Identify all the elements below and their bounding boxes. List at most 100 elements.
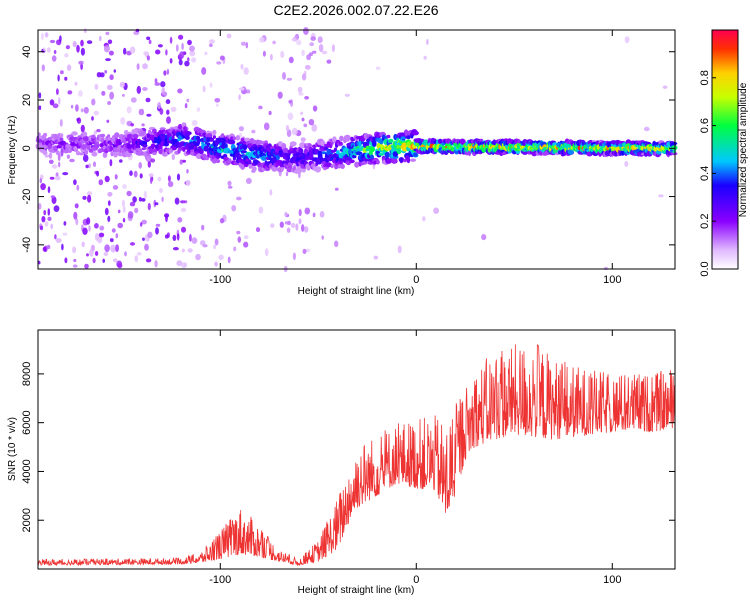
spectrogram-noise-cell <box>114 174 118 180</box>
spectrogram-signal-cell <box>199 148 204 155</box>
spectrogram-noise-cell <box>189 50 196 57</box>
spectrogram-noise-cell <box>81 241 85 248</box>
spectrogram-noise-cell <box>44 221 49 227</box>
spectrogram-noise-cell <box>284 221 291 225</box>
spectrogram-signal-cell <box>90 134 96 139</box>
spectrogram-signal-cell <box>185 131 192 136</box>
spectrogram-noise-cell <box>196 107 201 112</box>
spectrogram-signal-cell <box>352 154 357 159</box>
spectrogram-noise-cell <box>319 211 325 218</box>
spectrogram-noise-cell <box>66 64 72 71</box>
spectrogram-noise-cell <box>184 60 190 67</box>
spectrogram-signal-cell <box>412 130 419 136</box>
spectrogram-signal-cell <box>372 140 377 147</box>
spectrogram-noise-cell <box>141 198 146 202</box>
spectrogram-noise-cell <box>312 105 318 112</box>
spectrogram-noise-cell <box>138 162 142 169</box>
spectrogram-noise-cell <box>331 44 335 53</box>
spectrogram-noise-cell <box>291 37 298 42</box>
spectrogram-signal-cell <box>386 134 391 139</box>
spectrogram-noise-cell <box>268 110 272 116</box>
spectrogram-noise-cell <box>160 81 166 88</box>
spectrogram-noise-cell <box>159 108 164 115</box>
spectrogram-noise-cell <box>74 203 79 209</box>
spectrogram-signal-cell <box>333 147 338 152</box>
spectrogram-noise-cell <box>147 231 153 239</box>
spectrogram-signal-cell <box>378 152 385 156</box>
spectrogram-signal-cell <box>199 129 207 134</box>
spectrogram-noise-cell <box>176 260 183 267</box>
spectrogram-noise-cell <box>122 184 127 190</box>
spectrogram-noise-cell <box>51 164 58 169</box>
snr-xtick-label: -100 <box>209 574 231 586</box>
spectrogram-noise-cell <box>107 39 113 45</box>
spectrogram-noise-cell <box>86 191 93 196</box>
snr-ytick-label: 8000 <box>21 362 33 386</box>
spectrogram-noise-cell <box>127 211 134 219</box>
spectrogram-noise-cell <box>47 208 51 216</box>
spectrogram-noise-cell <box>57 153 61 162</box>
spectrogram-noise-cell <box>311 124 318 132</box>
spectrogram-signal-cell <box>152 152 157 156</box>
spectrogram-noise-cell <box>122 218 126 223</box>
spectrogram-noise-cell <box>80 108 84 113</box>
spectrogram-noise-cell <box>258 206 264 214</box>
spectrogram-noise-cell <box>181 42 184 51</box>
spectrogram-noise-cell <box>297 86 303 93</box>
colorbar: 0.0 0.2 0.4 0.6 0.8 Normalized spectral ampl… <box>699 29 749 277</box>
spectrogram-noise-cell <box>103 45 110 53</box>
snr-xtick-label: 100 <box>603 574 621 586</box>
spectrogram-noise-cell <box>129 242 136 246</box>
spectrogram-noise-cell <box>246 89 251 94</box>
spectrogram-signal-cell <box>82 136 90 142</box>
snr-series-line <box>37 344 676 567</box>
spectrogram-noise-cell <box>185 179 191 187</box>
spectrogram-signal-cell <box>206 133 213 138</box>
spectrogram-noise-cell <box>285 171 289 177</box>
spectrogram-noise-cell <box>167 181 174 188</box>
spectrogram-noise-cell <box>176 173 181 181</box>
spectrogram-noise-cell <box>291 127 298 136</box>
spectrogram-noise-cell <box>243 235 249 240</box>
spectrogram-signal-cell <box>59 137 64 141</box>
spectrogram-signal-cell <box>248 159 252 165</box>
spectrogram-noise-cell <box>47 216 52 221</box>
spectrogram-noise-cell <box>126 190 132 197</box>
colorbar-gradient <box>711 29 739 270</box>
spectrogram-noise-cell <box>227 185 233 189</box>
spectrogram-noise-cell <box>154 78 158 84</box>
spectrogram-noise-cell <box>433 207 439 214</box>
spectrogram-noise-cell <box>44 154 50 158</box>
colorbar-tick-label: 0.2 <box>699 214 711 229</box>
spectrogram-signal-cell <box>210 137 214 142</box>
spectrogram-noise-cell <box>172 247 179 251</box>
spectrogram-noise-cell <box>54 176 61 181</box>
spectrogram-noise-cell <box>272 40 276 45</box>
spectrogram-signal-cell <box>270 146 274 150</box>
spectrogram-noise-cell <box>262 50 266 57</box>
spectrogram-noise-cell <box>298 218 302 225</box>
spectrogram-noise-cell <box>301 49 305 56</box>
spectrogram-signal-cell <box>159 127 166 131</box>
spectrogram-noise-cell <box>91 98 96 106</box>
spectrogram-noise-cell <box>164 234 169 239</box>
spectrogram-noise-cell <box>136 85 141 94</box>
spectrogram-noise-cell <box>204 51 208 56</box>
spectrogram-noise-cell <box>154 82 161 86</box>
spectrogram-noise-cell <box>49 39 56 44</box>
spectrogram-noise-cell <box>106 84 113 90</box>
spectrogram-noise-cell <box>181 248 185 253</box>
spectrogram-ticks: -100 0 100 -40 -20 0 20 40 <box>21 30 675 286</box>
spectrogram-noise-cell <box>148 173 154 178</box>
spectrogram-heatmap <box>35 27 678 273</box>
spectrogram-noise-cell <box>245 42 249 49</box>
colorbar-tick-label: 0.6 <box>699 118 711 133</box>
spectrogram-noise-cell <box>142 87 148 91</box>
spectrogram-noise-cell <box>61 243 64 251</box>
spectrogram-noise-cell <box>298 209 302 217</box>
spectrogram-signal-cell <box>281 143 287 150</box>
spectrogram-noise-cell <box>76 117 82 124</box>
spectrogram-signal-cell <box>289 141 297 147</box>
spectrogram-noise-cell <box>236 230 241 235</box>
spectrogram-noise-cell <box>304 96 309 100</box>
